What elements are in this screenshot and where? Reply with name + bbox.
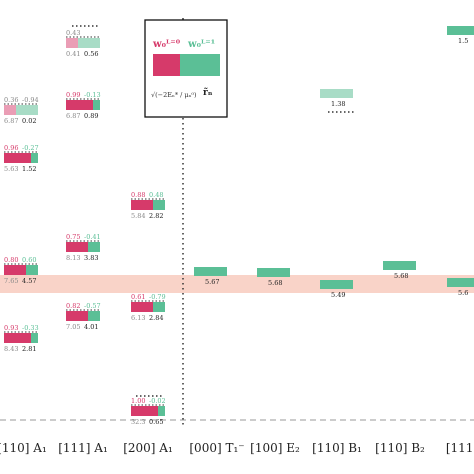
w0-bar: [66, 100, 93, 110]
r-value: 3.83: [84, 254, 98, 262]
category-label: [100] E₂: [250, 441, 300, 455]
w0-bar: [66, 38, 78, 48]
r-value: 0.56: [84, 50, 98, 58]
sqrt-value: 6.87: [4, 117, 18, 125]
legend-w1-bar: [180, 54, 220, 76]
w0-value: 0.99: [66, 91, 80, 99]
w0-bar: [4, 265, 26, 275]
w0-value: 0.61: [131, 293, 145, 301]
bar-value: 5.68: [394, 272, 408, 280]
category-label: [110] B₂: [375, 441, 425, 455]
sqrt-value: 8.13: [66, 254, 80, 262]
w1-bar: [26, 265, 38, 275]
category-label: [111]: [446, 441, 474, 455]
w1-bar: [31, 333, 38, 343]
single-bar: [257, 268, 290, 277]
w1-value: 0.60: [22, 256, 36, 264]
w1-bar: [153, 302, 165, 312]
w1-bar: [93, 100, 100, 110]
w1-bar: [88, 311, 100, 321]
sqrt-value: 0.41: [66, 50, 80, 58]
w1-value: 0.48: [149, 191, 163, 199]
single-bar: [447, 26, 474, 35]
r-value: 4.01: [84, 323, 98, 331]
bar-value: 5.68: [268, 279, 282, 287]
legend-w0-label: w₀ᴸ⁼⁰: [152, 39, 181, 50]
category-label: [000] T₁⁻: [189, 441, 244, 455]
single-bar: [447, 278, 474, 287]
w0-value: 0.36: [4, 96, 18, 104]
w1-bar: [78, 38, 100, 48]
sqrt-value: 6.13: [131, 314, 145, 322]
w0-value: 0.96: [4, 144, 18, 152]
w0-value: 0.75: [66, 233, 80, 241]
r-value: 2.84: [149, 314, 163, 322]
legend-w1-label: w₀ᴸ⁼¹: [187, 39, 215, 50]
w0-value: 0.88: [131, 191, 145, 199]
w1-value: -0.79: [149, 293, 166, 301]
w0-bar: [4, 105, 16, 115]
w0-bar: [66, 311, 88, 321]
category-label: [110] B₁: [312, 441, 362, 455]
sqrt-value: 5.84: [131, 212, 145, 220]
sqrt-value: 6.87: [66, 112, 80, 120]
w0-value: 0.43: [66, 29, 80, 37]
w1-bar: [153, 200, 165, 210]
r-value: 1.52: [22, 165, 36, 173]
w0-bar: [66, 242, 88, 252]
legend-r-label: r̃ₙ: [203, 87, 213, 98]
w1-value: -0.27: [22, 144, 39, 152]
bar-value: 5.67: [205, 278, 219, 286]
sqrt-value: 7.05: [66, 323, 80, 331]
bar-value: 1.38: [331, 100, 345, 108]
bar-value: 1.5: [458, 37, 468, 45]
single-bar: [383, 261, 416, 270]
w0-value: 0.80: [4, 256, 18, 264]
w0-value: 0.93: [4, 324, 18, 332]
category-label: [200] A₁: [123, 441, 173, 455]
w1-value: -0.33: [22, 324, 39, 332]
w1-bar: [31, 153, 38, 163]
w0-bar: [131, 302, 153, 312]
highlight-band: [0, 275, 474, 293]
r-value: 2.81: [22, 345, 36, 353]
legend-w0-bar: [153, 54, 180, 76]
single-bar: [320, 89, 353, 98]
r-value: 0.89: [84, 112, 98, 120]
w1-value: -0.13: [84, 91, 101, 99]
w0-value: 0.82: [66, 302, 80, 310]
category-label: [110] A₁: [0, 441, 47, 455]
r-value: 0.65: [149, 418, 163, 426]
w0-bar: [131, 200, 153, 210]
single-bar: [320, 280, 353, 289]
sqrt-value: 8.43: [4, 345, 18, 353]
w1-value: -0.02: [149, 397, 166, 405]
legend-sqrt-label: √(−2Eₙ* / μₙ⁰): [151, 91, 197, 99]
w1-bar: [16, 105, 38, 115]
sqrt-value: 32.3: [131, 418, 145, 426]
single-bar: [194, 267, 227, 276]
sqrt-value: 5.63: [4, 165, 18, 173]
w0-bar: [131, 406, 158, 416]
sqrt-value: 7.65: [4, 277, 18, 285]
r-value: 0.02: [22, 117, 36, 125]
w0-value: 1.00: [131, 397, 145, 405]
w1-value: -0.41: [84, 233, 101, 241]
bar-value: 5.6: [458, 289, 468, 297]
bar-value: 5.49: [331, 291, 345, 299]
w1-value: -0.94: [22, 96, 39, 104]
r-value: 4.57: [22, 277, 36, 285]
w1-bar: [88, 242, 100, 252]
r-value: 2.82: [149, 212, 163, 220]
category-label: [111] A₁: [58, 441, 108, 455]
w1-bar: [158, 406, 165, 416]
w1-value: -0.57: [84, 302, 101, 310]
w0-bar: [4, 153, 31, 163]
w0-bar: [4, 333, 31, 343]
